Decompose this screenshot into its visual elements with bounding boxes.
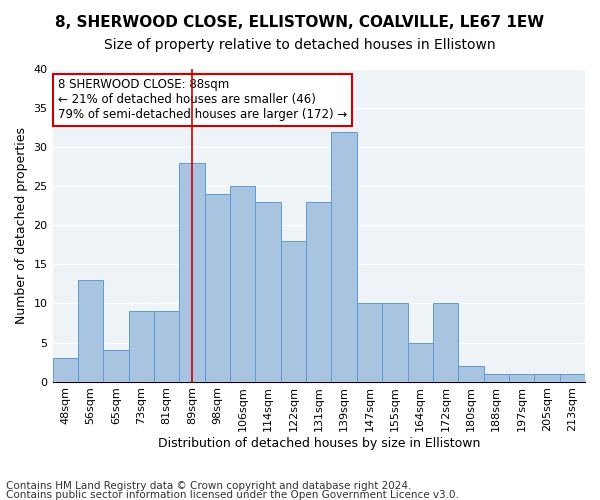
Bar <box>205 194 230 382</box>
Bar <box>534 374 560 382</box>
Bar <box>103 350 128 382</box>
Bar <box>357 304 382 382</box>
Bar <box>154 312 179 382</box>
Bar <box>407 342 433 382</box>
Y-axis label: Number of detached properties: Number of detached properties <box>15 127 28 324</box>
Bar <box>484 374 509 382</box>
Bar <box>382 304 407 382</box>
Bar <box>331 132 357 382</box>
Text: Size of property relative to detached houses in Ellistown: Size of property relative to detached ho… <box>104 38 496 52</box>
Bar <box>458 366 484 382</box>
Bar <box>433 304 458 382</box>
Bar <box>509 374 534 382</box>
Bar <box>53 358 78 382</box>
Text: 8, SHERWOOD CLOSE, ELLISTOWN, COALVILLE, LE67 1EW: 8, SHERWOOD CLOSE, ELLISTOWN, COALVILLE,… <box>55 15 545 30</box>
Bar <box>78 280 103 382</box>
X-axis label: Distribution of detached houses by size in Ellistown: Distribution of detached houses by size … <box>158 437 480 450</box>
Text: Contains HM Land Registry data © Crown copyright and database right 2024.: Contains HM Land Registry data © Crown c… <box>6 481 412 491</box>
Bar <box>230 186 256 382</box>
Bar <box>281 241 306 382</box>
Bar <box>560 374 585 382</box>
Bar <box>306 202 331 382</box>
Bar <box>128 312 154 382</box>
Text: 8 SHERWOOD CLOSE: 88sqm
← 21% of detached houses are smaller (46)
79% of semi-de: 8 SHERWOOD CLOSE: 88sqm ← 21% of detache… <box>58 78 347 122</box>
Bar <box>179 163 205 382</box>
Bar <box>256 202 281 382</box>
Text: Contains public sector information licensed under the Open Government Licence v3: Contains public sector information licen… <box>6 490 459 500</box>
